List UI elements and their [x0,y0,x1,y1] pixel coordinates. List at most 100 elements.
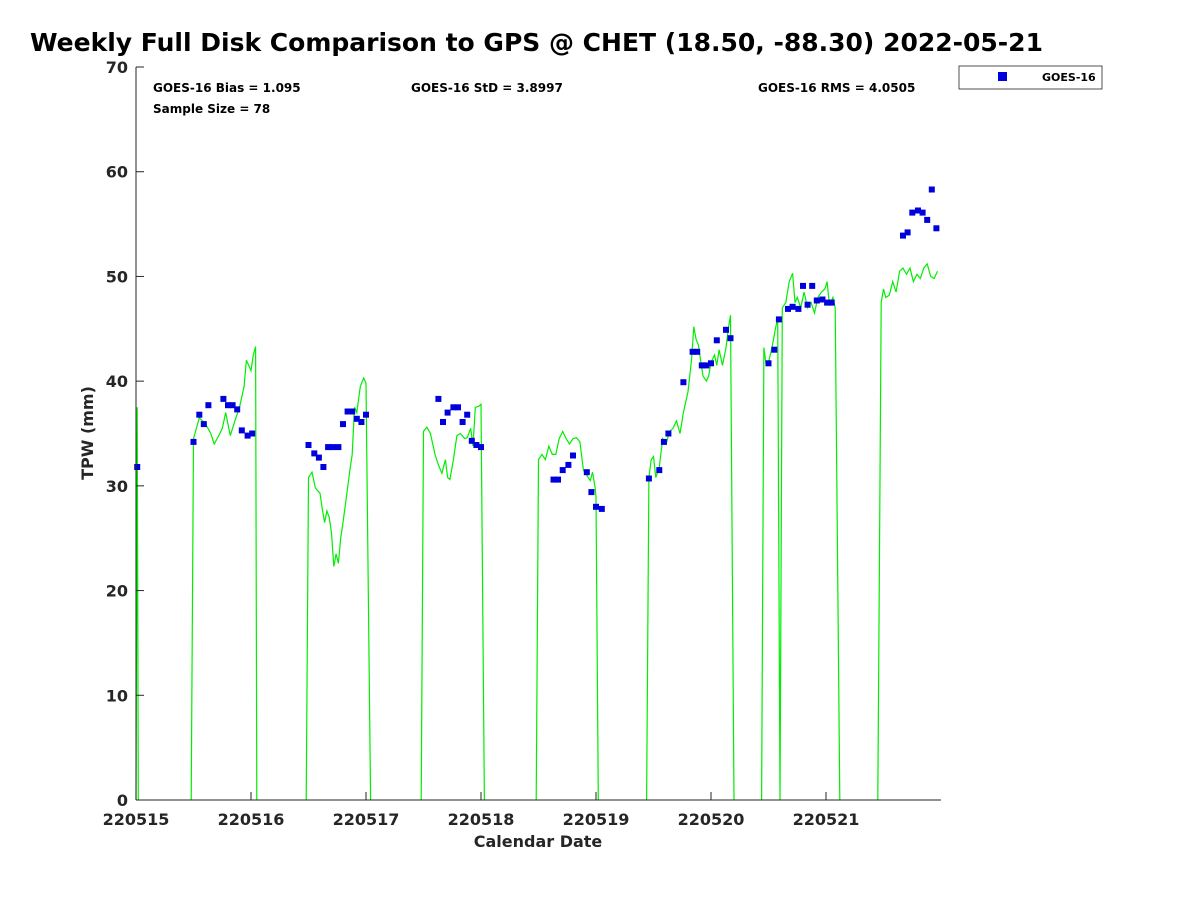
goes-data-point [928,186,935,193]
y-tick-label: 30 [106,477,128,496]
goes-data-point [220,395,227,402]
goes-data-point [660,438,667,445]
stat-sample-size: Sample Size = 78 [153,102,270,116]
legend-marker-goes [998,72,1007,81]
goes-data-point [340,421,346,428]
gps-line-segment [535,429,599,801]
goes-data-point [713,337,720,344]
y-tick-label: 70 [106,58,128,77]
goes-data-point [325,444,332,451]
y-tick-label: 40 [106,372,128,391]
goes-data-point [478,444,484,451]
goes-data-point [804,301,811,308]
goes-data-point [933,225,940,232]
goes-data-point [809,282,816,289]
goes-data-point [200,421,207,428]
goes-data-point [909,209,916,216]
y-tick-label: 20 [106,582,128,601]
y-tick-label: 10 [106,686,128,705]
x-tick-label: 220518 [448,810,515,829]
x-tick-label: 220520 [678,810,745,829]
goes-data-point [665,430,672,437]
goes-data-point [205,402,212,409]
goes-data-point [765,360,772,367]
goes-data-point [915,207,921,214]
legend-box [958,65,1103,90]
goes-data-point [353,415,360,422]
chart-title: Weekly Full Disk Comparison to GPS @ CHE… [30,28,1043,57]
goes-data-point [468,437,475,444]
goes-data-point [238,427,245,434]
goes-data-point [305,442,312,448]
goes-data-point [819,296,826,303]
goes-data-point [550,476,557,483]
goes-data-point [473,442,480,448]
goes-data-point [196,411,203,418]
y-tick-label: 60 [106,163,128,182]
goes-data-point [680,379,687,386]
goes-data-point [593,503,599,510]
goes-data-point [698,362,705,369]
goes-data-point [703,362,710,369]
goes-data-point [349,408,356,415]
goes-data-point [598,505,605,512]
goes-data-point [727,335,734,342]
goes-series-markers [134,186,940,512]
gps-series-line [135,262,939,801]
goes-data-point [559,467,566,474]
goes-data-point [789,303,796,310]
goes-data-point [555,476,561,483]
goes-data-point [315,454,322,461]
goes-data-point [225,402,231,409]
stat-bias: GOES-16 Bias = 1.095 [153,81,301,95]
x-tick-label: 220516 [218,810,285,829]
goes-data-point [435,395,442,402]
stat-rms: GOES-16 RMS = 4.0505 [758,81,915,95]
x-tick-label: 220521 [793,810,860,829]
goes-data-point [444,409,451,416]
goes-data-point [344,408,351,415]
goes-data-point [583,469,590,476]
goes-data-point [335,444,342,451]
goes-data-point [828,299,835,306]
goes-data-point [311,450,318,457]
goes-data-point [824,299,831,306]
goes-data-point [919,209,926,216]
goes-data-point [656,467,663,474]
x-axis-label: Calendar Date [474,832,603,851]
goes-data-point [244,432,251,439]
goes-data-point [249,430,256,437]
y-axis-ticks: 0 10 20 30 40 50 60 70 [106,58,144,810]
x-tick-label: 220517 [333,810,400,829]
goes-data-point [570,452,576,459]
x-tick-label: 220519 [563,810,630,829]
goes-data-point [924,216,931,223]
goes-data-point [358,419,365,425]
goes-data-point [450,404,457,411]
y-tick-label: 50 [106,267,128,286]
goes-data-point [771,346,778,353]
goes-data-point [440,419,446,425]
gps-line-segment [305,376,372,801]
goes-data-point [723,326,729,333]
goes-data-point [234,406,241,413]
legend: GOES-16 [958,65,1103,90]
goes-data-point [565,461,572,468]
goes-data-point [329,444,336,451]
y-tick-label: 0 [117,791,128,810]
goes-data-point [645,475,652,482]
gps-line-segment [877,262,939,801]
goes-data-point [464,411,471,418]
goes-data-point [689,348,696,355]
gps-line-segment [646,315,735,801]
x-tick-label: 220515 [103,810,170,829]
stat-std: GOES-16 StD = 3.8997 [411,81,563,95]
goes-data-point [320,464,327,470]
goes-data-point [775,316,782,323]
goes-data-point [900,232,906,239]
goes-data-point [813,297,820,304]
gps-line-segment [761,273,841,801]
goes-data-point [229,402,236,409]
goes-data-point [190,438,197,445]
